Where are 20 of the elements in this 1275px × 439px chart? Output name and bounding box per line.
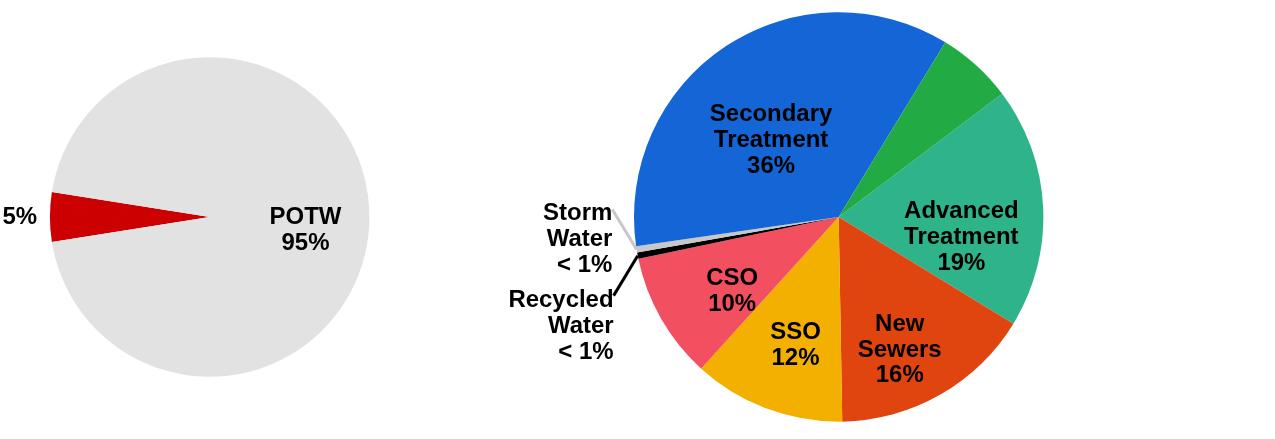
data-label: < 1% [558,337,614,365]
data-label: 19% [937,247,986,275]
slice-label: Secondary Treatment [709,99,833,153]
slice-label: Advanced Treatment [904,195,1019,249]
slice-label: Recycled Water [508,285,614,339]
data-label: < 1% [557,250,613,278]
data-label: 95% [281,227,330,255]
data-label: 5% [2,201,38,229]
data-label: 16% [875,360,924,388]
slice-label: New Sewers [857,308,942,362]
slice-label: Storm Water [543,198,613,252]
pie-slice [701,217,843,422]
data-label: 36% [747,151,796,179]
pie-slice [638,217,839,369]
slice-label: POTW [269,201,342,229]
slice-label: SSO [770,316,821,344]
slice-label: CSO [706,263,759,291]
data-label: 12% [771,342,820,370]
pie-slice [51,57,370,377]
data-label: 10% [708,288,757,316]
